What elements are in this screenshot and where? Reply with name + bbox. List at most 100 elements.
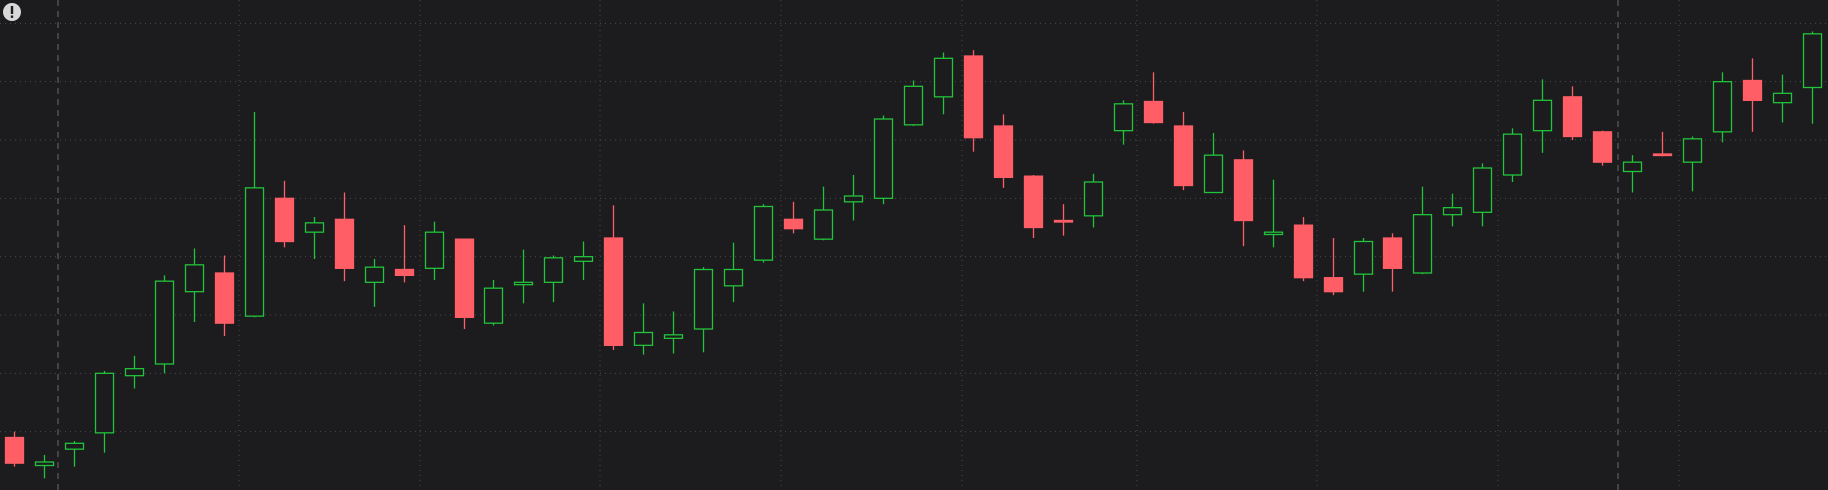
candle [214, 255, 235, 336]
candle-body [1502, 133, 1523, 176]
candle [1472, 163, 1493, 227]
candle [1412, 186, 1433, 275]
candle-body [873, 118, 894, 199]
candle-body [723, 268, 744, 287]
candle [1173, 112, 1194, 191]
candle-body [4, 436, 25, 464]
candle-body [1353, 240, 1374, 275]
candle [34, 455, 55, 479]
candle [543, 255, 564, 303]
candle [1382, 233, 1403, 292]
candle-body [753, 205, 774, 261]
candle [154, 275, 175, 374]
candle [1532, 79, 1553, 153]
candle [1442, 193, 1463, 227]
candle-body [633, 331, 654, 346]
candle-body [603, 237, 624, 346]
candle [1802, 31, 1823, 124]
candle-body [1802, 33, 1823, 89]
candle [963, 50, 984, 152]
candle-body [1472, 167, 1493, 213]
candle [483, 280, 504, 326]
candle-body [543, 257, 564, 283]
candle-body [1532, 99, 1553, 132]
candle-body [274, 197, 295, 243]
candle-body [244, 187, 265, 317]
candle [663, 311, 684, 354]
candle [633, 303, 654, 355]
candle [454, 238, 475, 329]
candle-body [1562, 96, 1583, 138]
candle [1712, 72, 1733, 143]
candle [813, 186, 834, 241]
candle-body [1023, 175, 1044, 229]
alert-icon-bar [10, 6, 14, 14]
candle-body [184, 264, 205, 293]
candle-body [334, 218, 355, 269]
candle-body [1173, 125, 1194, 187]
candle [783, 201, 804, 234]
candle-body [394, 268, 415, 276]
candle [1053, 204, 1074, 236]
candle-body [933, 57, 954, 98]
candle [603, 205, 624, 350]
candle-body [424, 231, 445, 269]
candle-body [1592, 131, 1613, 163]
candle-body [663, 334, 684, 339]
candle [1772, 74, 1793, 123]
candle [1023, 175, 1044, 238]
candle-body [1712, 81, 1733, 133]
candles [4, 31, 1823, 479]
candle [843, 175, 864, 221]
vertical-grid [238, 0, 1680, 490]
candle-body [1323, 277, 1344, 293]
candle-body [364, 266, 385, 283]
candle-body [1083, 181, 1104, 217]
candle [1233, 150, 1254, 247]
candle-body [993, 125, 1014, 178]
candle [1682, 136, 1703, 192]
candle [753, 204, 774, 263]
candle [573, 241, 594, 280]
alert-icon[interactable] [3, 3, 21, 21]
alert-icon-dot [10, 15, 14, 18]
candle-body [1053, 219, 1074, 223]
candle-body [304, 222, 325, 233]
candle [394, 225, 415, 283]
candle-body [64, 442, 85, 450]
candle-body [1233, 159, 1254, 222]
candle-body [154, 280, 175, 365]
candle [1293, 217, 1314, 282]
candle-body [124, 368, 145, 377]
candle [1323, 238, 1344, 296]
candle-body [1203, 154, 1224, 194]
candle-body [513, 281, 534, 286]
candle-body [1622, 161, 1643, 173]
candle-body [783, 218, 804, 230]
candle [1502, 128, 1523, 182]
candle-body [1263, 231, 1284, 236]
candle [933, 52, 954, 115]
candle-body [1143, 100, 1164, 124]
candle [364, 259, 385, 307]
candle-body [1412, 214, 1433, 274]
candle [993, 114, 1014, 188]
candle [1203, 133, 1224, 194]
candle-body [903, 85, 924, 126]
candle-body [214, 272, 235, 324]
candle [4, 431, 25, 467]
candle [723, 242, 744, 303]
candle [1652, 131, 1673, 157]
candle [873, 115, 894, 205]
candle-body [1742, 79, 1763, 101]
candle-body [1113, 103, 1134, 132]
candle [64, 441, 85, 467]
candle-body [94, 372, 115, 434]
candle-body [483, 287, 504, 324]
candle [304, 217, 325, 259]
candle-body [813, 209, 834, 240]
candle [693, 267, 714, 353]
candle [513, 249, 534, 304]
